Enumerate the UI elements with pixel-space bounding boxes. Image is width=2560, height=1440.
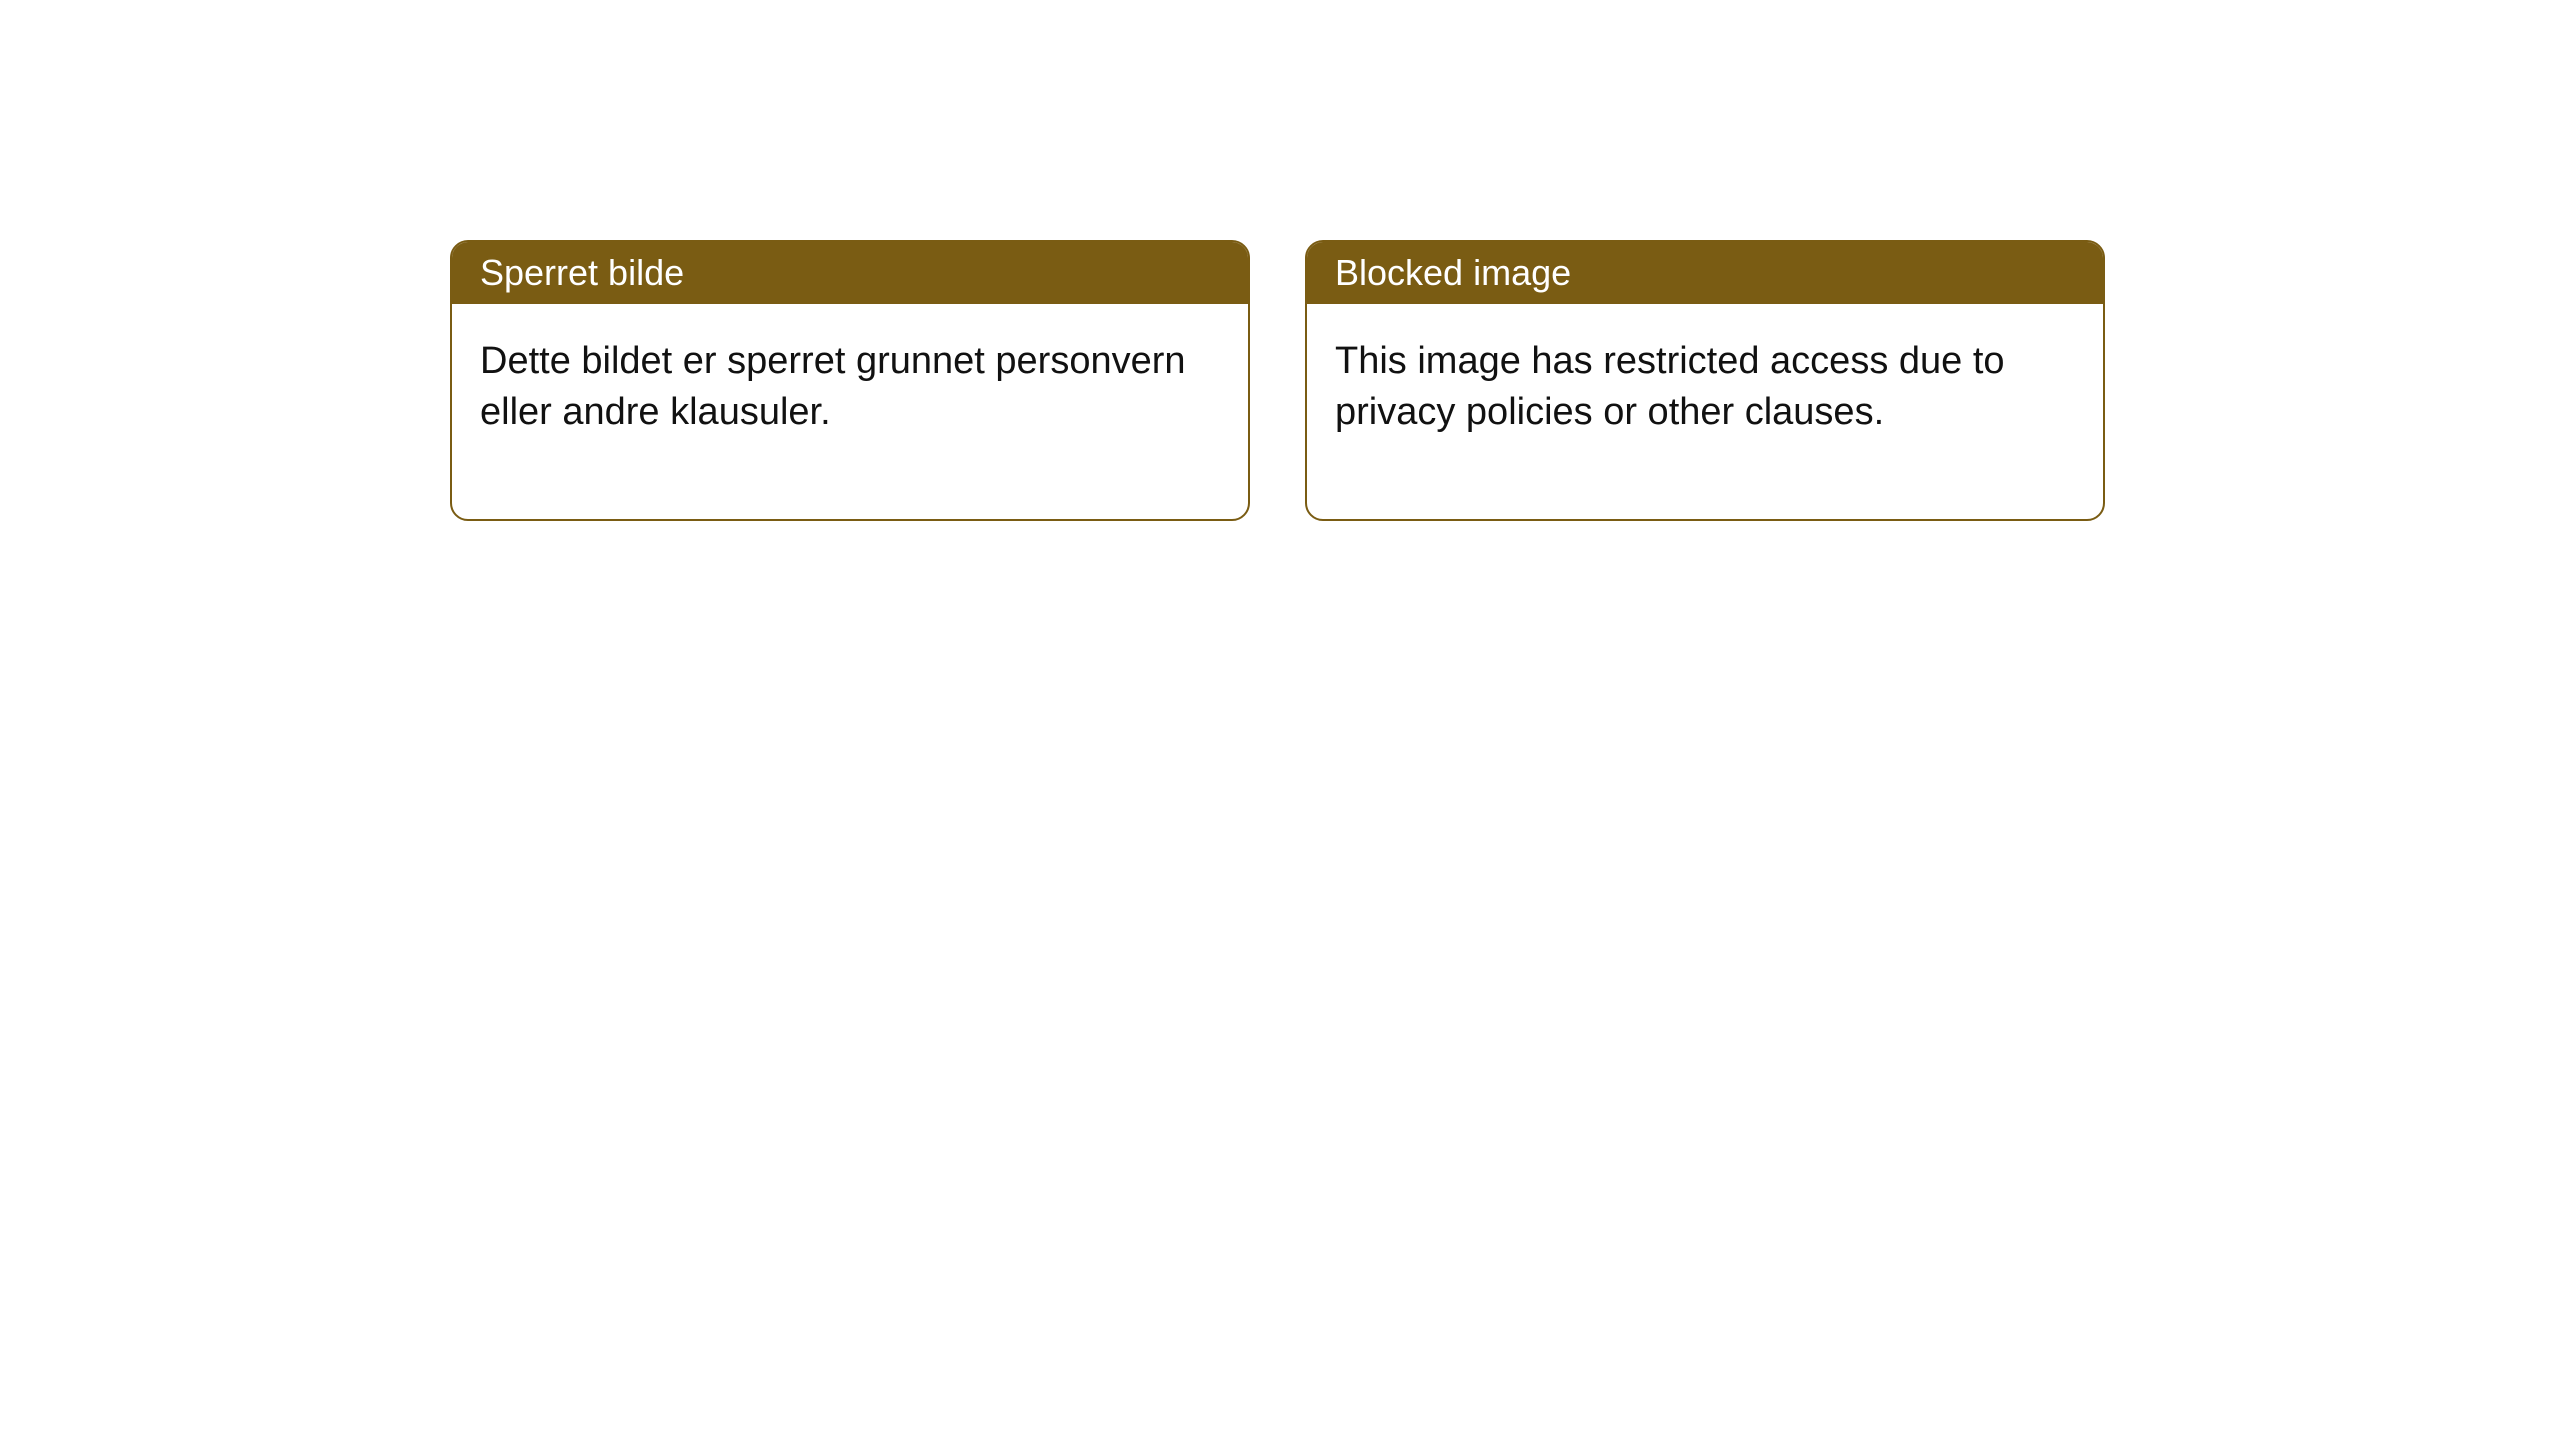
notice-body: This image has restricted access due to … xyxy=(1307,304,2103,519)
notice-container: Sperret bilde Dette bildet er sperret gr… xyxy=(450,240,2105,521)
notice-body: Dette bildet er sperret grunnet personve… xyxy=(452,304,1248,519)
notice-header: Sperret bilde xyxy=(452,242,1248,304)
notice-header: Blocked image xyxy=(1307,242,2103,304)
notice-box-english: Blocked image This image has restricted … xyxy=(1305,240,2105,521)
notice-box-norwegian: Sperret bilde Dette bildet er sperret gr… xyxy=(450,240,1250,521)
